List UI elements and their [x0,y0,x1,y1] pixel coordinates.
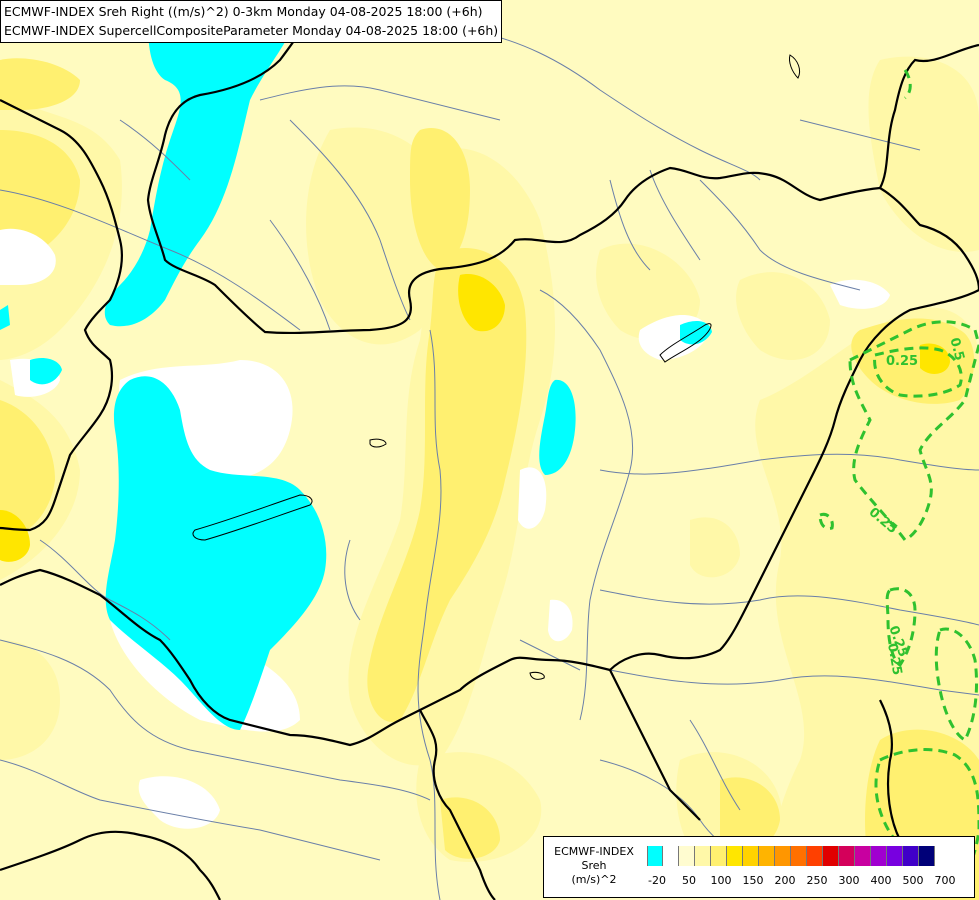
legend-tick-label: 700 [934,874,956,887]
legend-swatch [903,846,919,866]
legend-tick-label: 200 [774,874,796,887]
legend-swatch [727,846,743,866]
sreh-fill-100 [0,58,979,900]
legend-swatch [743,846,759,866]
legend-swatch [711,846,727,866]
legend-swatch [663,846,679,866]
legend-tick-label: -20 [648,874,666,887]
lakes [192,54,801,680]
legend-swatch [695,846,711,866]
legend-tick-label: 500 [902,874,924,887]
legend-swatch [887,846,903,866]
legend-tick-label: 300 [838,874,860,887]
legend-swatch [647,846,663,866]
legend-tick-label: 150 [742,874,764,887]
legend-swatch [823,846,839,866]
legend-title-line-2: Sreh [581,859,607,872]
contour-label: 0.5 [946,336,966,362]
map-title-box: ECMWF-INDEX Sreh Right ((m/s)^2) 0-3km M… [0,0,503,43]
map-title-line-2: ECMWF-INDEX SupercellCompositeParameter … [4,23,499,38]
legend-tick-label: 250 [806,874,828,887]
legend-swatches [647,846,935,866]
color-legend: ECMWF-INDEX Sreh (m/s)^2 -20 50 100 150 200 2… [543,836,975,898]
map-title-line-1: ECMWF-INDEX Sreh Right ((m/s)^2) 0-3km M… [4,4,483,19]
legend-tick-label: 400 [870,874,892,887]
legend-swatch [775,846,791,866]
rivers [0,29,979,900]
contour-label: 0.25 [884,642,904,676]
legend-swatch [855,846,871,866]
legend-title-line-3: (m/s)^2 [571,873,617,886]
legend-swatch [807,846,823,866]
legend-swatch [679,846,695,866]
legend-tick-label: 50 [682,874,696,887]
legend-swatch [791,846,807,866]
legend-swatch [871,846,887,866]
legend-swatch [759,846,775,866]
legend-title: ECMWF-INDEX Sreh (m/s)^2 [544,845,644,887]
contour-label: 0.25 [886,354,918,369]
sreh-fill-150 [0,274,950,562]
legend-swatch [919,846,935,866]
legend-ticks: -20 50 100 150 200 250 300 400 500 700 [647,874,977,888]
legend-tick-label: 100 [710,874,732,887]
legend-title-line-1: ECMWF-INDEX [554,845,634,858]
legend-swatch [839,846,855,866]
